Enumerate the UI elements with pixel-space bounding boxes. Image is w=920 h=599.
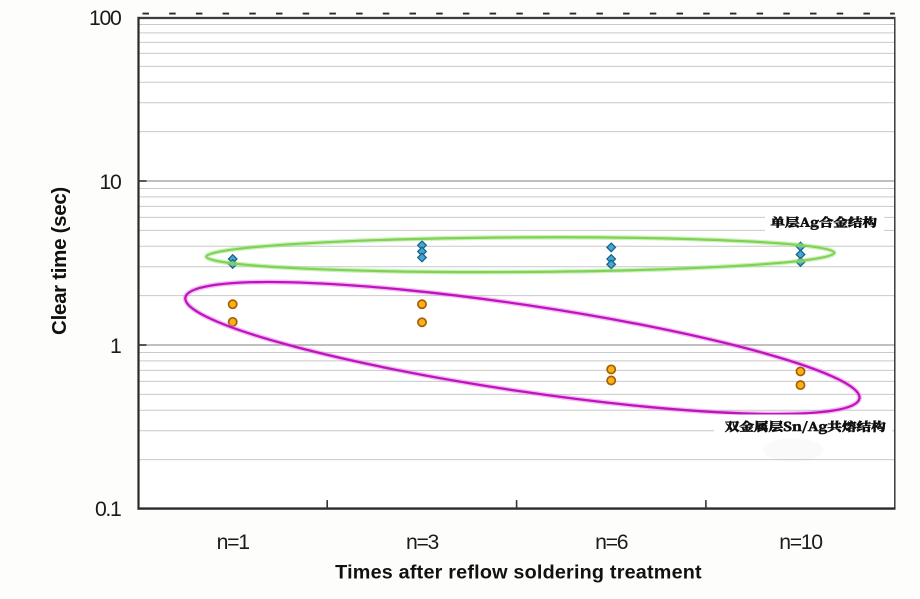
svg-text:Times after reflow soldering t: Times after reflow soldering treatment xyxy=(335,561,702,583)
svg-text:100: 100 xyxy=(89,7,121,30)
svg-text:1: 1 xyxy=(110,335,121,358)
svg-text:0.1: 0.1 xyxy=(95,498,121,521)
svg-text:n=10: n=10 xyxy=(779,531,822,554)
svg-text:n=1: n=1 xyxy=(217,531,250,554)
svg-text:n=3: n=3 xyxy=(406,531,439,554)
svg-text:n=6: n=6 xyxy=(595,531,628,554)
svg-text:Clear time (sec): Clear time (sec) xyxy=(48,187,71,335)
svg-text:10: 10 xyxy=(100,171,121,194)
